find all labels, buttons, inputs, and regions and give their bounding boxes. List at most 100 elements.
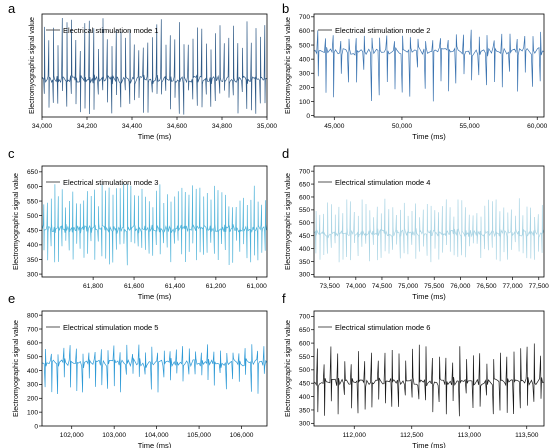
y-tick-label: 350 [27, 257, 38, 264]
x-tick-label: 74,000 [346, 283, 367, 290]
signal-series-d [314, 198, 544, 263]
y-tick-label: 700 [299, 168, 310, 175]
y-tick-label: 400 [27, 368, 38, 375]
y-tick-label: 350 [299, 407, 310, 414]
x-tick-label: 35,000 [257, 123, 278, 130]
y-tick-label: 400 [299, 56, 310, 63]
x-tick-label: 104,000 [145, 432, 169, 439]
panel-letter: e [8, 291, 15, 306]
y-tick-label: 650 [299, 181, 310, 188]
x-axis-label: Time (ms) [412, 441, 446, 448]
x-tick-label: 102,000 [60, 432, 84, 439]
signal-series-a [42, 17, 267, 115]
x-tick-label: 61,600 [124, 283, 145, 290]
x-tick-label: 113,500 [515, 432, 539, 439]
x-tick-label: 106,000 [230, 432, 254, 439]
x-axis-label: Time (ms) [138, 132, 172, 141]
y-tick-label: 400 [299, 394, 310, 401]
y-tick-label: 600 [299, 340, 310, 347]
x-tick-label: 77,500 [529, 283, 550, 290]
y-tick-label: 600 [27, 184, 38, 191]
panel-letter: f [282, 291, 286, 306]
y-tick-label: 0 [34, 423, 38, 430]
x-tick-label: 112,500 [400, 432, 424, 439]
panel-letter: c [8, 146, 15, 161]
panel-d: d 73,500 74,000 74,500 75,000 75,500 76,000 76,… [282, 146, 549, 301]
y-tick-label: 800 [27, 312, 38, 319]
y-axis-label: Electromyographic signal value [285, 17, 292, 114]
y-tick-label: 450 [299, 381, 310, 388]
y-axis-label: Electromyographic signal value [285, 173, 292, 270]
panel-e: e 102,000 103,000 104,000 105,000 106,000 0 100… [8, 291, 268, 448]
y-tick-label: 500 [27, 354, 38, 361]
y-tick-label: 500 [299, 42, 310, 49]
x-tick-label: 61,400 [165, 283, 186, 290]
x-tick-label: 73,500 [320, 283, 341, 290]
x-axis-label: Time (ms) [412, 292, 446, 301]
x-tick-label: 75,000 [398, 283, 419, 290]
y-tick-label: 200 [299, 85, 310, 92]
x-tick-label: 61,800 [83, 283, 104, 290]
plot-frame [313, 13, 545, 118]
y-tick-label: 100 [299, 99, 310, 106]
x-tick-label: 60,000 [527, 123, 548, 130]
x-tick-label: 34,600 [167, 123, 188, 130]
panel-a: a 34,000 34,200 34,400 34,600 34,800 35,000 Tim… [8, 1, 277, 141]
legend-label: Electrical stimulation mode 2 [335, 26, 430, 35]
plot-frame [41, 165, 268, 278]
x-tick-label: 34,000 [32, 123, 53, 130]
legend-label: Electrical stimulation mode 3 [63, 178, 158, 187]
y-tick-label: 500 [299, 220, 310, 227]
legend-label: Electrical stimulation mode 6 [335, 323, 430, 332]
panel-letter: a [8, 1, 16, 16]
y-tick-label: 300 [299, 421, 310, 428]
y-axis-label: Electromyographic signal value [285, 320, 292, 417]
x-tick-label: 55,000 [460, 123, 481, 130]
panel-letter: b [282, 1, 289, 16]
y-tick-label: 100 [27, 409, 38, 416]
panel-c: c 61,800 61,600 61,400 61,200 61,000 300 350 400… [8, 146, 268, 301]
signal-series-e [42, 344, 267, 395]
y-tick-label: 650 [27, 169, 38, 176]
x-axis-label: Time (ms) [138, 441, 172, 448]
x-tick-label: 34,400 [122, 123, 143, 130]
x-tick-label: 50,000 [392, 123, 413, 130]
x-tick-label: 61,200 [206, 283, 227, 290]
y-tick-label: 700 [299, 14, 310, 21]
x-tick-label: 61,000 [247, 283, 268, 290]
signal-series-b [314, 29, 544, 102]
y-tick-label: 700 [27, 326, 38, 333]
y-tick-label: 400 [299, 246, 310, 253]
x-tick-label: 105,000 [187, 432, 211, 439]
panel-b: b 45,000 50,000 55,000 60,000 0 100 200 300 400 50… [282, 1, 548, 141]
y-tick-label: 200 [27, 396, 38, 403]
y-tick-label: 300 [27, 271, 38, 278]
y-tick-label: 550 [299, 354, 310, 361]
signal-series-c [42, 182, 267, 266]
y-tick-label: 450 [299, 233, 310, 240]
y-tick-label: 300 [299, 71, 310, 78]
y-axis-label: Electromyographic signal value [13, 320, 20, 417]
plot-frame [313, 310, 545, 427]
plot-frame [313, 165, 545, 278]
x-tick-label: 45,000 [324, 123, 345, 130]
signal-series-f [314, 343, 544, 417]
x-tick-label: 112,000 [343, 432, 367, 439]
panel-letter: d [282, 146, 289, 161]
x-tick-label: 76,500 [476, 283, 497, 290]
legend-label: Electrical stimulation mode 1 [63, 26, 158, 35]
y-tick-label: 400 [27, 242, 38, 249]
y-tick-label: 550 [27, 198, 38, 205]
legend-label: Electrical stimulation mode 4 [335, 178, 430, 187]
x-tick-label: 76,000 [450, 283, 471, 290]
y-tick-label: 300 [299, 272, 310, 279]
y-tick-label: 600 [27, 340, 38, 347]
x-tick-label: 34,800 [212, 123, 233, 130]
y-tick-label: 500 [299, 367, 310, 374]
y-tick-label: 0 [306, 113, 310, 120]
x-tick-label: 77,000 [503, 283, 524, 290]
y-tick-label: 300 [27, 382, 38, 389]
x-tick-label: 74,500 [372, 283, 393, 290]
plot-frame [41, 310, 268, 427]
